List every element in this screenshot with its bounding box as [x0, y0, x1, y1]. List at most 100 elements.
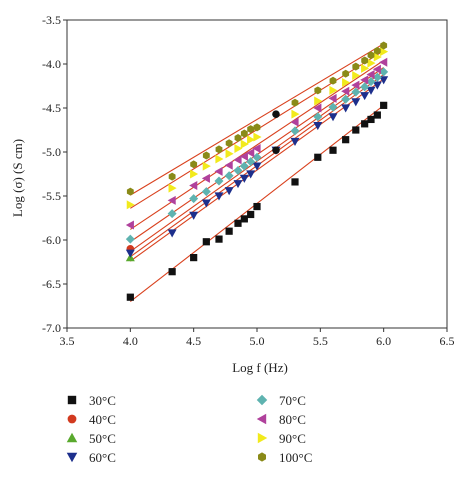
data-point [291, 109, 300, 119]
data-point [202, 151, 210, 160]
data-point [125, 234, 135, 244]
x-axis-ticks: 3.5 4.0 4.5 5.0 5.5 6.0 6.5 [60, 328, 455, 348]
data-point [215, 154, 224, 164]
data-point [190, 254, 198, 262]
data-point [189, 194, 199, 204]
y-tick-label: -3.5 [42, 13, 61, 27]
data-point [367, 51, 375, 60]
data-point [341, 104, 351, 113]
data-point [352, 70, 361, 80]
data-point [361, 120, 369, 128]
legend-label: 50°C [89, 431, 116, 446]
plot-border [66, 19, 448, 329]
data-point [126, 293, 134, 301]
data-point [373, 52, 382, 62]
data-point [246, 157, 256, 167]
legend-marker [256, 394, 268, 406]
data-point [224, 160, 233, 170]
legend-label: 30°C [89, 393, 116, 408]
legend-marker [256, 413, 267, 425]
data-point [247, 125, 255, 134]
data-point [379, 57, 388, 67]
data-point [328, 113, 338, 122]
data-point [366, 77, 376, 87]
data-point [351, 98, 361, 107]
data-point [290, 117, 299, 127]
data-point [240, 215, 248, 223]
data-point [126, 200, 135, 210]
data-point [215, 145, 223, 154]
data-point [190, 160, 198, 169]
y-tick-label: -4.0 [42, 57, 61, 71]
y-tick-label: -7.0 [42, 321, 61, 335]
data-point [224, 187, 234, 196]
data-point [290, 126, 300, 136]
data-point [366, 70, 375, 80]
x-tick-label: 4.5 [186, 334, 201, 348]
data-point [380, 41, 388, 50]
x-tick-label: 6.5 [440, 334, 455, 348]
data-point [168, 183, 177, 193]
data-point [341, 86, 350, 96]
y-tick-label: -4.5 [42, 101, 61, 115]
data-point [367, 58, 376, 68]
data-point [329, 146, 337, 154]
data-point [190, 169, 199, 179]
data-point [352, 126, 360, 134]
data-point [240, 139, 249, 149]
legend-label: 70°C [279, 393, 306, 408]
legend: 30°C 40°C 50°C 60°C 70°C 80°C 90°C 100°C [66, 393, 312, 465]
data-point [125, 249, 135, 258]
legend-marker [257, 452, 267, 462]
data-point [314, 153, 322, 161]
data-point [202, 161, 211, 171]
data-point [373, 46, 381, 55]
x-tick-label: 5.5 [313, 334, 328, 348]
legend-label: 80°C [279, 412, 306, 427]
data-point [351, 80, 360, 90]
data-point [313, 112, 323, 122]
data-point [372, 81, 382, 90]
data-point [246, 170, 256, 179]
legend-label: 100°C [279, 450, 312, 465]
data-point [214, 166, 223, 176]
data-point [234, 133, 242, 142]
legend-marker [66, 432, 78, 443]
data-point [202, 238, 210, 246]
data-point [247, 210, 255, 219]
data-point [291, 98, 299, 107]
data-point [291, 178, 299, 186]
data-point [329, 76, 337, 85]
data-point [189, 211, 199, 220]
data-point [360, 75, 369, 85]
data-point [328, 102, 338, 112]
legend-label: 90°C [279, 431, 306, 446]
legend-marker [257, 432, 268, 444]
data-point [313, 122, 323, 131]
y-axis-ticks: -3.5 -4.0 -4.5 -5.0 -5.5 -6.0 -6.5 -7.0 [42, 13, 67, 335]
data-point [167, 229, 177, 238]
data-point [342, 136, 350, 144]
data-point [225, 227, 233, 235]
y-tick-label: -6.0 [42, 233, 61, 247]
data-point [290, 137, 300, 146]
fit-line [130, 43, 384, 196]
data-point [167, 195, 176, 205]
data-point [252, 152, 262, 162]
data-point [201, 187, 211, 197]
y-tick-label: -5.0 [42, 145, 61, 159]
data-point [225, 139, 233, 148]
data-point [233, 155, 242, 165]
data-point [214, 176, 224, 186]
data-point [372, 64, 381, 74]
data-point [239, 161, 249, 171]
data-point [272, 146, 280, 155]
data-point [328, 93, 337, 103]
data-point [351, 87, 361, 97]
data-point [201, 173, 210, 183]
legend-label: 40°C [89, 412, 116, 427]
y-tick-label: -6.5 [42, 277, 61, 291]
y-tick-label: -5.5 [42, 189, 61, 203]
data-point [247, 135, 256, 145]
